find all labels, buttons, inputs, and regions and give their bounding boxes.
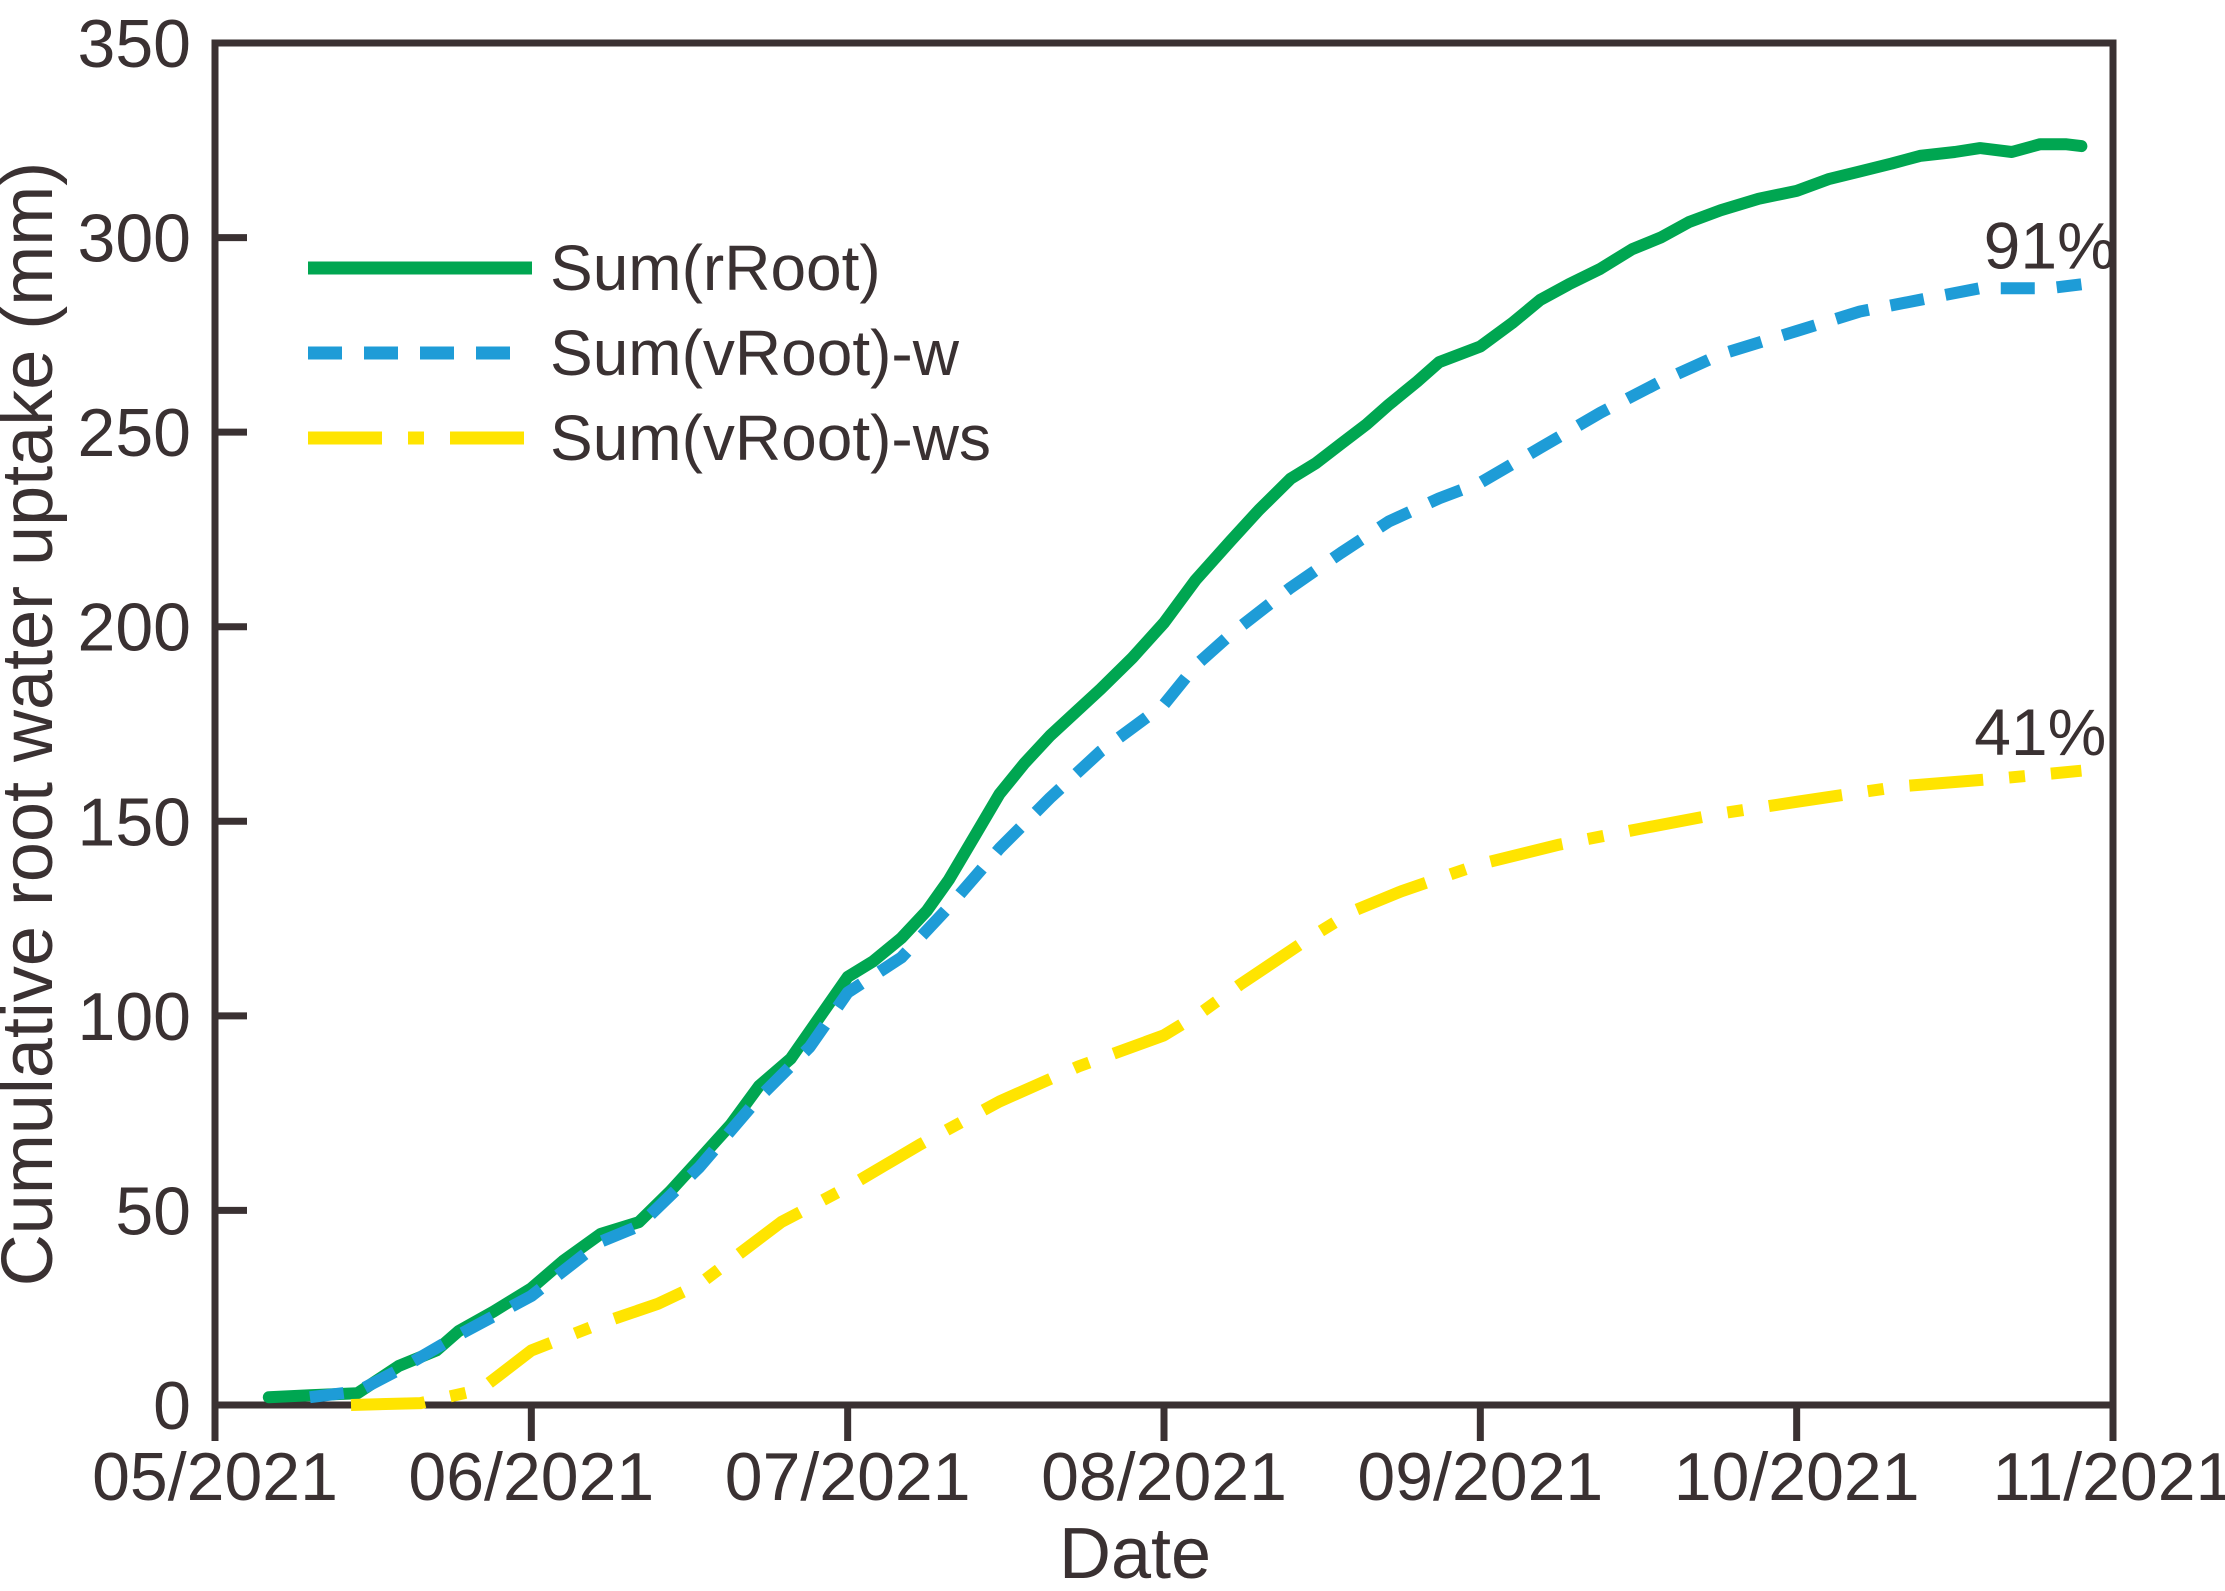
data-series (262, 138, 2088, 1411)
y-tick-label: 200 (78, 590, 191, 666)
annotation-label: 91% (1984, 208, 2116, 282)
legend-label: Sum(vRoot)-w (550, 317, 960, 389)
y-tick-label: 350 (78, 6, 191, 82)
series-line-sum-vroot-ws (350, 764, 2082, 1411)
annotation-label: 41% (1974, 695, 2106, 769)
legend-item: Sum(vRoot)-w (308, 317, 960, 389)
y-axis-ticks: 0 50 100 150 200 250 300 350 (78, 6, 247, 1444)
y-tick-label: 150 (78, 784, 191, 860)
x-tick-label: 08/2021 (1041, 1439, 1287, 1515)
x-tick-label: 09/2021 (1357, 1439, 1603, 1515)
y-axis-title: Cumulative root water uptake (mm) (0, 162, 68, 1286)
legend-item: Sum(vRoot)-ws (308, 402, 991, 474)
series-line-sum-rroot- (262, 138, 2088, 1404)
x-tick-label: 05/2021 (92, 1439, 338, 1515)
annotations: 91% 41% (1974, 208, 2116, 768)
legend-item: Sum(rRoot) (308, 232, 881, 304)
y-tick-label: 100 (78, 979, 191, 1055)
legend-label: Sum(vRoot)-ws (550, 402, 991, 474)
x-tick-label: 07/2021 (725, 1439, 971, 1515)
x-tick-label: 11/2021 (1993, 1439, 2225, 1515)
y-tick-label: 300 (78, 201, 191, 277)
y-tick-label: 250 (78, 395, 191, 471)
x-axis-ticks: 05/2021 06/2021 07/2021 08/2021 09/2021 10/20… (92, 1405, 2225, 1515)
x-axis-title: Date (1059, 1514, 1211, 1591)
x-tick-label: 06/2021 (408, 1439, 654, 1515)
y-tick-label: 50 (115, 1173, 191, 1249)
series-line-sum-vroot-w (309, 278, 2083, 1404)
y-tick-label: 0 (153, 1368, 191, 1444)
x-tick-label: 10/2021 (1674, 1439, 1920, 1515)
legend-label: Sum(rRoot) (550, 232, 881, 304)
plot-frame (211, 39, 2117, 1409)
legend: Sum(rRoot) Sum(vRoot)-w Sum(vRoot)-ws (308, 232, 991, 474)
